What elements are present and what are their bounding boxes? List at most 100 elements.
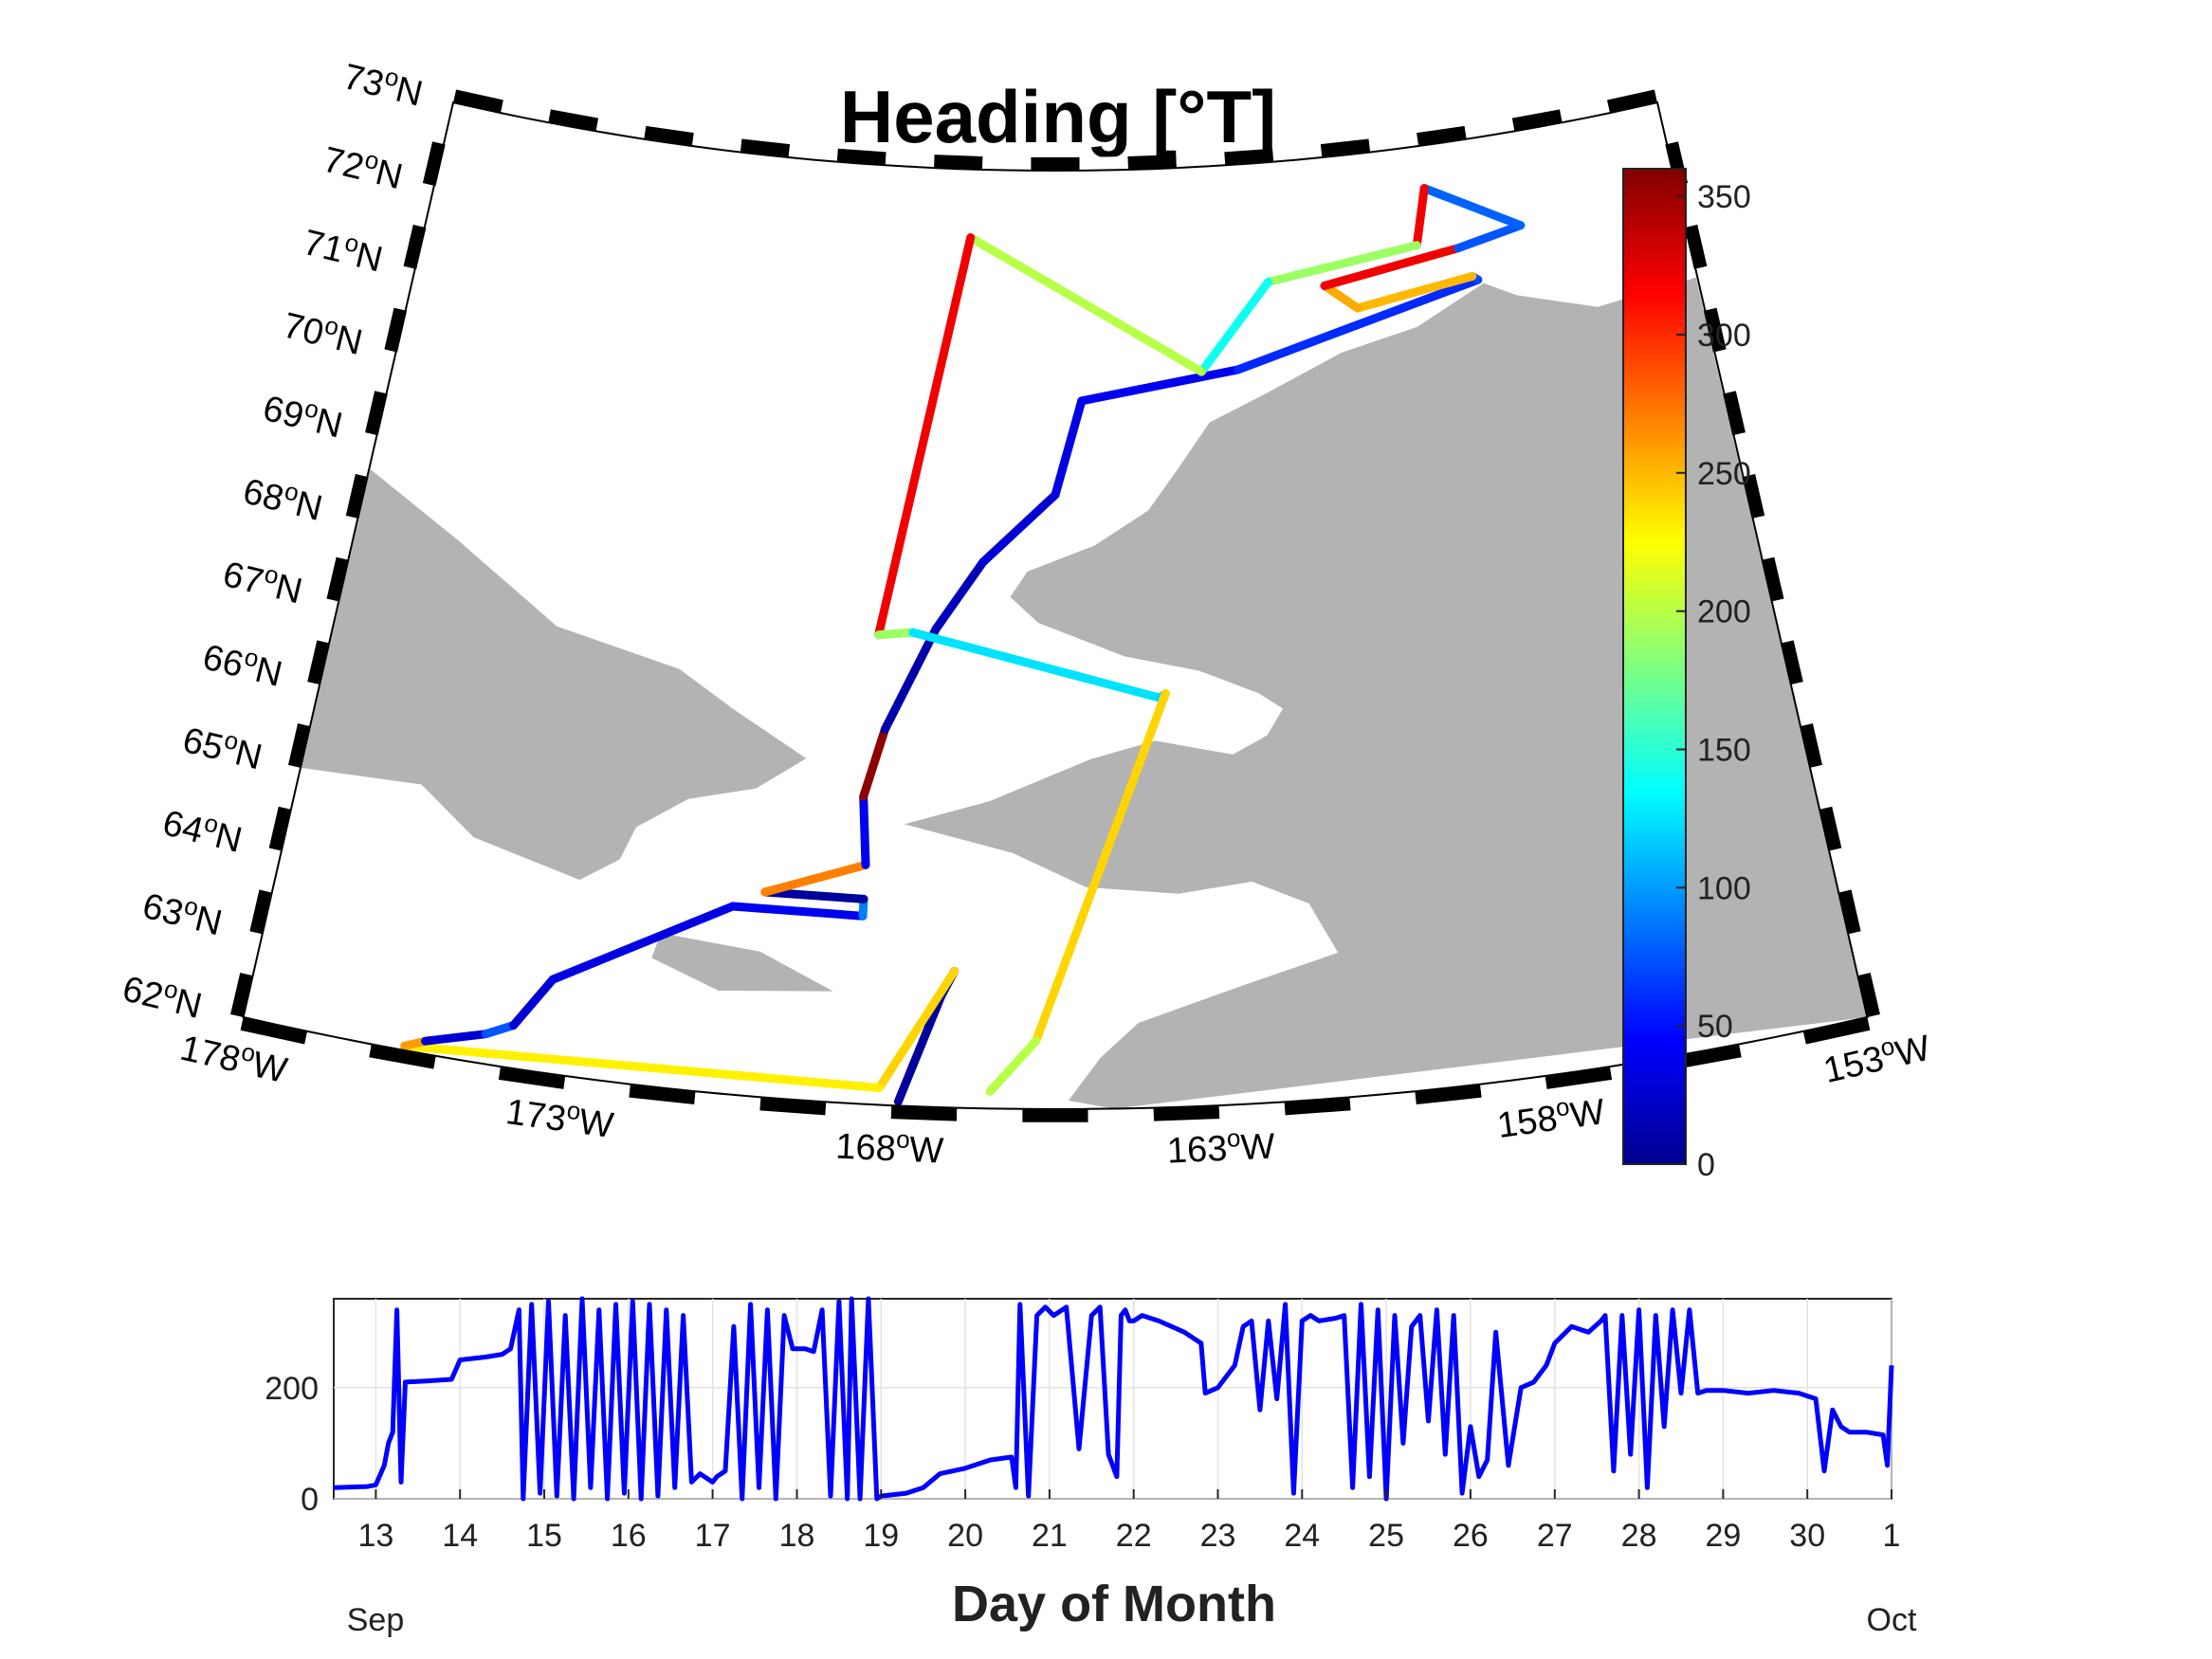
frame-segment (1606, 89, 1657, 114)
frame-segment (1742, 473, 1765, 519)
track-segment (1412, 184, 1429, 250)
frame-segment (1739, 1030, 1806, 1058)
frame-segment (1272, 144, 1323, 162)
latitude-label: 69oN (259, 384, 347, 446)
track-segment (548, 902, 738, 984)
latitude-label: 66oN (199, 633, 287, 695)
latitude-label: 64oN (159, 798, 247, 860)
frame-segment (644, 125, 694, 147)
frame-segment (403, 224, 427, 269)
colorbar-tick-label: 350 (1697, 179, 1751, 215)
track-segment (760, 887, 868, 903)
y-tick-label: 0 (301, 1482, 319, 1518)
x-tick-label: 22 (1116, 1518, 1152, 1554)
x-tick-label: 30 (1789, 1518, 1825, 1554)
frame-segment (759, 1097, 827, 1116)
frame-segment (453, 89, 504, 114)
frame-segment (304, 1030, 372, 1058)
frame-segment (259, 848, 283, 893)
x-tick-label: 16 (611, 1518, 647, 1554)
frame-segment (563, 1075, 631, 1098)
track-segment (874, 233, 976, 640)
x-tick-label: 18 (779, 1518, 815, 1554)
frame-segment (1780, 640, 1803, 685)
x-tick-label: 26 (1453, 1518, 1489, 1554)
frame-segment (1802, 1017, 1871, 1045)
colorbar-tick-label: 300 (1697, 318, 1751, 354)
frame-segment (957, 1107, 1023, 1122)
frame-segment (432, 100, 455, 145)
frame-segment (825, 1102, 892, 1120)
colorbar-tick-label: 50 (1697, 1009, 1733, 1045)
frame-segment (375, 349, 398, 394)
frame-segment (240, 1017, 308, 1045)
frame-segment (1732, 432, 1756, 478)
frame-segment (1761, 556, 1784, 602)
map-frame (230, 89, 1880, 1122)
frame-segment (355, 432, 378, 478)
frame-segment (1224, 148, 1274, 166)
latitude-label: 65oN (179, 716, 267, 777)
heading-series-line (333, 1296, 1894, 1502)
frame-segment (1655, 100, 1678, 145)
frame-segment (1800, 723, 1823, 768)
frame-segment (1545, 1066, 1613, 1089)
frame-segment (692, 133, 742, 153)
frame-segment (836, 148, 887, 166)
track-segment (509, 975, 558, 1030)
timeseries-ticks: 13 14 15 16 17 18 19 20 21 22 23 24 25 26 27 28 29 30 1 0 20… (265, 1371, 1900, 1554)
frame-segment (1828, 848, 1852, 893)
frame-segment (433, 1055, 502, 1080)
frame-segment (412, 183, 436, 228)
frame-segment (1415, 1084, 1482, 1105)
frame-segment (1837, 889, 1861, 935)
track-segment (893, 992, 945, 1106)
frame-segment (1349, 1091, 1417, 1111)
x-tick-label: 27 (1537, 1518, 1573, 1554)
month-end-label: Oct (1867, 1602, 1917, 1638)
colorbar-tick-label: 0 (1697, 1147, 1715, 1183)
frame-segment (1684, 224, 1708, 269)
frame-segment (629, 1084, 696, 1105)
frame-segment (498, 1066, 566, 1089)
track-segment (966, 233, 1206, 376)
frame-segment (1153, 1105, 1220, 1121)
track-segment (874, 967, 960, 1092)
longitude-label: 158oW (1494, 1087, 1607, 1146)
longitude-label: 173oW (503, 1087, 616, 1146)
frame-segment (326, 556, 350, 602)
frame-segment (1480, 1075, 1547, 1098)
land-chukotka (301, 468, 807, 881)
x-tick-label: 17 (695, 1518, 731, 1554)
frame-segment (1560, 100, 1610, 123)
frame-segment (740, 138, 791, 158)
track-segment (1234, 275, 1483, 374)
y-tick-label: 200 (265, 1371, 319, 1407)
latitude-label: 73oN (339, 52, 428, 114)
frame-segment (548, 109, 599, 132)
frame-segment (1368, 133, 1418, 153)
land-st-lawrence-island (651, 933, 833, 992)
frame-segment (1790, 682, 1813, 727)
frame-outline (242, 100, 1869, 1111)
track-segment (978, 490, 1060, 567)
frame-segment (890, 1105, 958, 1121)
x-tick-label: 28 (1621, 1518, 1657, 1554)
track-segment (1453, 221, 1526, 253)
track-segment (1077, 365, 1243, 406)
track-segment (1320, 281, 1362, 313)
latitude-label: 62oN (119, 964, 207, 1026)
latitude-label: 68oN (239, 467, 327, 529)
track-segment (859, 792, 870, 869)
month-start-label: Sep (347, 1602, 405, 1638)
frame-segment (694, 1091, 761, 1111)
frame-segment (1218, 1102, 1286, 1120)
frame-segment (384, 307, 408, 353)
frame-segment (1723, 391, 1746, 436)
track-segment (859, 724, 889, 801)
frame-segment (1751, 515, 1775, 560)
frame-segment (307, 640, 331, 685)
track-segment (482, 1021, 519, 1039)
track-segment (728, 902, 868, 921)
